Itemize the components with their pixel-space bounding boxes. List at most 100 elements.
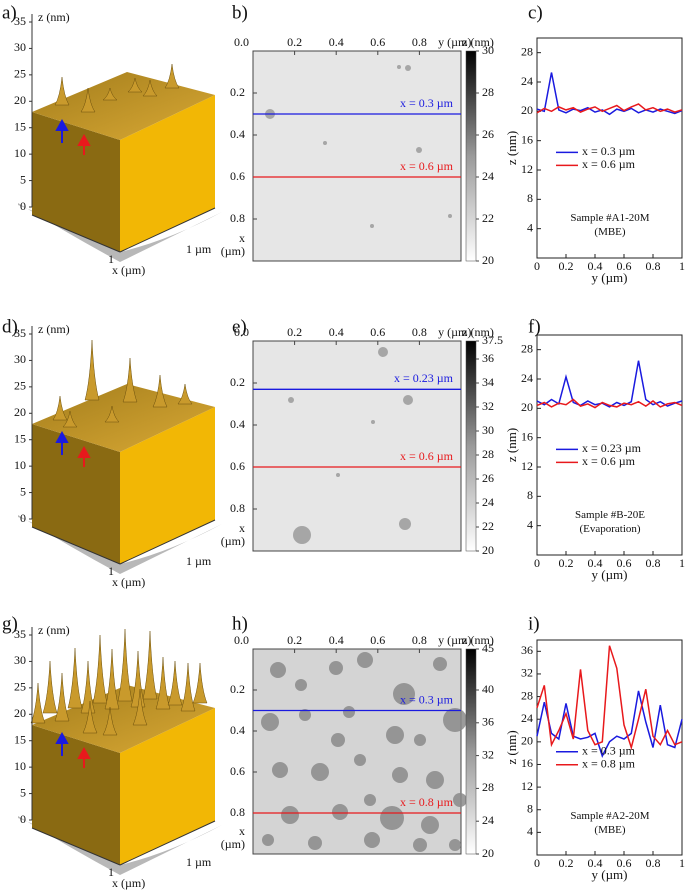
left-axis-label: (µm) [221,837,245,851]
colorbar-label: z (nm) [462,325,494,339]
profile-line-label: x = 0.3 µm [400,96,454,110]
y-tick-label: 16 [521,756,533,770]
x-tick-label: 0.6 [617,259,632,273]
panel-label: c) [528,2,543,23]
z-tick-label: 10 [14,759,26,773]
legend-label: x = 0.6 µm [582,157,636,171]
surface-spike [177,383,193,405]
afm-feature [370,224,374,228]
top-tick-label: 0.2 [287,35,302,49]
surface-spike [62,410,78,428]
surface-spike [127,77,143,93]
profile-line-label: x = 0.8 µm [400,795,454,809]
afm-feature [293,526,311,544]
corner-tick-label: 0.0 [234,325,249,339]
surface-spike [54,76,70,106]
left-axis-label: x [239,521,245,535]
afm-image [252,50,462,262]
colorbar-tick-label: 32 [482,399,494,413]
y-tick-label: 12 [521,162,533,176]
colorbar-tick-label: 24 [482,813,494,827]
afm-feature [393,683,415,705]
z-tick-label: 5 [20,785,26,799]
series-line [536,103,683,114]
y-tick-label: 16 [521,132,533,146]
colorbar-tick-label: 28 [482,447,494,461]
x-axis-label: y (µm) [591,567,627,582]
y-tick-label: 20 [521,734,533,748]
left-axis-label: (µm) [221,534,245,548]
y-tick-label: 8 [527,488,533,502]
y-axis-label: 1 µm [186,554,212,568]
afm-feature [386,726,404,744]
series-line [536,398,683,409]
left-tick-label: 0.4 [230,127,245,141]
afm-feature [308,836,322,850]
annotation: (MBE) [594,226,626,238]
y-tick-label: 16 [521,429,533,443]
colorbar-tick-label: 28 [482,85,494,99]
afm-feature [261,713,279,731]
surface-spike [104,405,120,423]
left-tick-label: 0.6 [230,764,245,778]
colorbar-tick-label: 22 [482,211,494,225]
colorbar-tick-label: 45 [482,641,494,655]
colorbar-tick-label: 20 [482,543,494,557]
z-tick-label: 15 [14,431,26,445]
colorbar [465,648,477,855]
afm-feature [331,733,345,747]
afm-feature [426,771,444,789]
legend-label: x = 0.3 µm [582,144,636,158]
colorbar-tick-label: 30 [482,43,494,57]
colorbar-tick-label: 20 [482,253,494,267]
x-tick-label: 0.8 [646,259,661,273]
x-axis [31,827,121,866]
x-tick-label: 0.4 [588,259,603,273]
x-axis [31,526,121,565]
x-tick-label: 0.6 [617,856,632,870]
y-tick-label: 12 [521,459,533,473]
afm-feature [443,708,467,732]
surface-right-face [120,708,215,865]
top-axis-label: y (µm) [438,35,471,49]
surface-spike [167,660,183,706]
afm-feature [371,420,375,424]
legend-label: x = 0.8 µm [582,757,636,771]
x-tick-label: 0.8 [646,856,661,870]
left-tick-label: 0.2 [230,375,245,389]
series-line [536,690,683,758]
surface-spike [30,682,46,724]
annotation: Sample #B-20E [575,509,645,521]
z-tick-label: 15 [14,119,26,133]
afm-feature [364,794,376,806]
left-tick-label: 0.8 [230,501,245,515]
afm-feature [281,806,299,824]
afm-feature [413,838,427,852]
surface-spike [102,706,118,736]
z-tick-label: 0 [20,199,26,213]
left-tick-label: 0.8 [230,805,245,819]
surface-spike [52,395,68,421]
panel-label: a) [2,2,17,23]
afm-feature [336,473,340,477]
z-tick-label: 0 [20,511,26,525]
y-tick-label: 28 [521,341,533,355]
top-tick-label: 0.8 [412,325,427,339]
top-tick-label: 0.4 [329,325,344,339]
annotation: Sample #A1-20M [570,212,649,224]
profile-line-label: x = 0.3 µm [400,692,454,706]
surface-spike [132,688,148,726]
left-axis-label: x [239,824,245,838]
profile-line-label: x = 0.6 µm [400,449,454,463]
z-tick-label: 5 [20,172,26,186]
surface-spike [54,672,70,722]
surface-spike [155,656,171,710]
surface-spike [180,662,196,712]
surface-spike [67,647,83,709]
left-tick-label: 0.2 [230,85,245,99]
z-tick-label: 25 [14,67,26,81]
afm-feature [449,839,461,851]
y-axis [119,207,216,253]
panel-label: b) [232,2,248,23]
